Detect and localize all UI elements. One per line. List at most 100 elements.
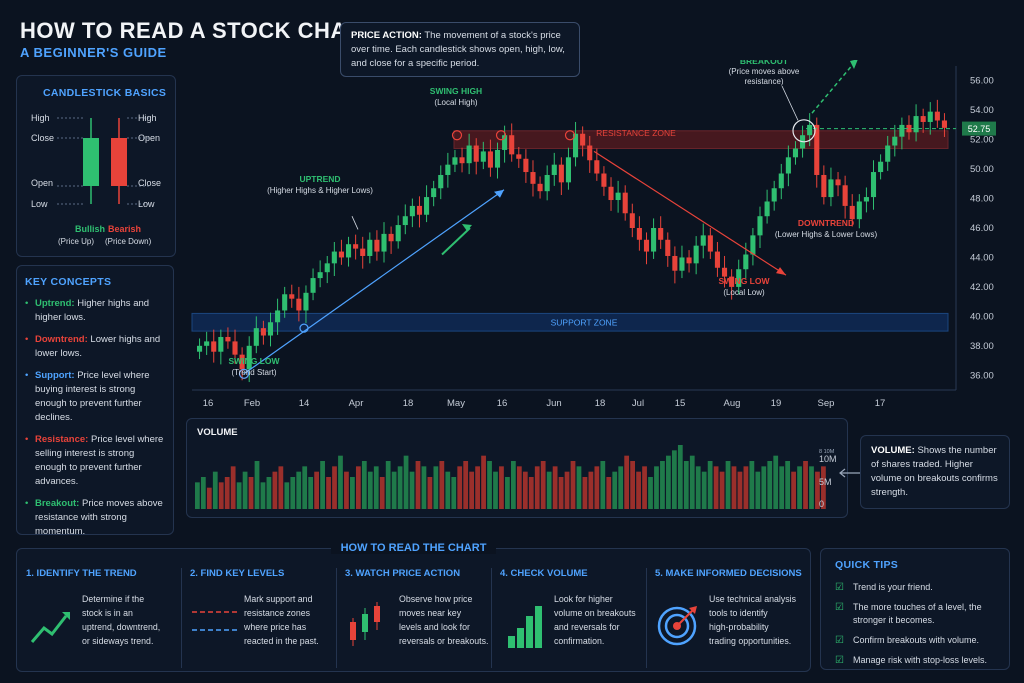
candle-body [934,111,940,121]
volume-bar [546,471,552,509]
volume-bar [397,466,403,509]
candle-body [402,216,408,226]
candle-body [771,188,777,202]
volume-bar [779,466,785,509]
bear-label-low: Low [138,199,155,209]
x-tick-label: Sep [818,398,835,409]
check-icon: ☑ [835,582,844,593]
key-concept-term: Downtrend: [35,334,88,345]
x-tick-label: 18 [403,398,414,409]
candle-body [374,239,380,252]
volume-bar [576,466,582,509]
annotation-breakout: resistance) [744,77,783,86]
key-concept-item: • Breakout: Price moves above resistance … [25,498,163,537]
current-price-badge [962,121,996,136]
key-concept-text: Price level where buying interest is str… [35,370,150,423]
volume-bar [612,471,618,509]
swing-marker [451,130,463,141]
volume-bar [344,471,349,509]
volume-bar [636,471,641,509]
volume-bar [743,466,749,509]
volume-bar [260,482,266,509]
page-title: HOW TO READ A STOCK CHART [20,18,378,43]
annotation-downtrend: DOWNTREND [798,218,854,228]
volume-tick-label: 0 [819,499,824,509]
current-price-label: 52.75 [968,124,991,134]
candle-body [778,173,784,189]
volume-bar [391,471,397,509]
bear-label-close: Close [138,178,161,188]
candle-body [480,151,486,162]
candle-body [416,205,423,215]
breakout-marker [792,119,816,143]
volume-bar [248,477,254,509]
quick-tip-item: ☑ Confirm breakouts with volume. [835,634,995,647]
candle-body [502,135,508,150]
price-action-text: The movement of a stock's price over tim… [351,30,565,69]
volume-bar [701,471,707,509]
volume-bar [350,477,355,509]
candle-body [573,133,579,158]
y-tick-label: 50.00 [970,164,994,175]
swing-low-marker [238,368,250,379]
candle-body [920,116,926,122]
support-zone [191,312,949,332]
volume-bar [642,466,647,509]
candle-body [445,164,451,175]
step-text-line: Observe how price [399,594,473,604]
volume-bar [570,461,576,509]
volume-bar [630,461,636,509]
annotation-swing_low_start: (Trend Start) [231,368,276,377]
x-tick-label: 19 [771,398,782,409]
step-text-line: reversals or breakouts. [399,636,489,646]
candle-body [431,188,437,198]
candle-body [856,201,862,220]
step-text-line: confirmation. [554,636,605,646]
key-concept-item: • Support: Price level where buying inter… [25,370,150,423]
volume-bar [809,466,814,509]
volume-bar [761,466,767,509]
x-tick-label: 17 [875,398,886,409]
step-title: 2. FIND KEY LEVELS [190,568,285,579]
swing-marker [495,130,507,141]
volume-bar [463,461,469,509]
volume-callout-text: Shows the number of shares traded. Highe… [871,445,998,498]
candle-body [636,228,642,240]
volume-bar [218,482,224,509]
volume-bar [439,461,445,509]
candle-body [345,244,352,258]
candle-body [842,185,848,206]
volume-bar [469,471,475,509]
volume-bar [206,487,212,509]
y-tick-label: 36.00 [970,370,994,381]
volume-bar [707,461,713,509]
check-icon: ☑ [835,635,844,646]
quick-tip-text: Confirm breakouts with volume. [853,635,980,645]
candle-body [587,145,593,161]
step-icon [345,590,393,650]
volume-bar [755,471,761,509]
volume-bar [516,466,522,509]
candle-body [218,336,224,352]
volume-bar [278,466,284,509]
volume-bar [230,466,236,509]
candle-body [665,239,671,256]
y-tick-label: 44.00 [970,252,994,263]
quick-tips-title: QUICK TIPS [835,559,899,571]
candle-body [239,354,245,370]
volume-bar [451,477,457,509]
candle-body [615,192,621,201]
candle-body [721,267,728,277]
trend-up-icon [30,612,70,643]
volume-tick-label: 10M [819,454,837,464]
step-text-line: trading opportunities. [709,636,792,646]
key-concept-term: Resistance: [35,434,89,445]
candle-body [821,174,827,198]
annotation-swing_low_local: (Local Low) [723,288,765,297]
volume-bar [791,471,796,509]
price-chart: 56.00 54.00 52.00 50.00 48.00 46.00 44.00 42.00… [191,60,996,409]
quick-tip-item: ☑ Trend is your friend. [835,581,995,594]
volume-label: VOLUME [197,427,238,438]
annotation-breakout: BREAKOUT [740,60,789,66]
how-to-step: 4. CHECK VOLUME Look for higher volume on … [491,568,647,668]
